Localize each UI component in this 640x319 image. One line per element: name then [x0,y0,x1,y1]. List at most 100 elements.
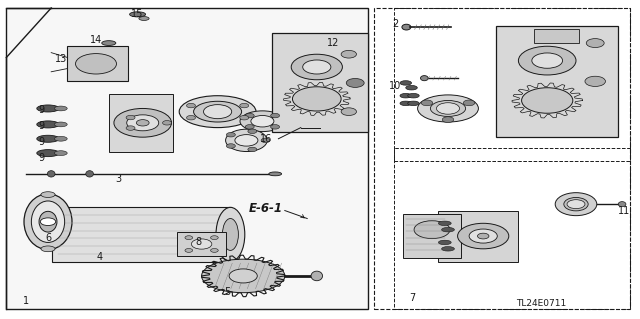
Circle shape [211,249,218,252]
Text: 15: 15 [131,9,144,19]
Ellipse shape [47,171,55,177]
Bar [6,8,368,309]
Text: 9: 9 [38,121,45,131]
Circle shape [271,113,280,118]
Text: 11: 11 [618,205,630,216]
Text: 5: 5 [224,287,230,297]
Circle shape [204,105,232,119]
Circle shape [186,115,195,120]
Ellipse shape [36,135,60,142]
Bar [394,8,630,161]
Ellipse shape [41,192,55,197]
Text: 1: 1 [22,296,29,307]
Ellipse shape [438,240,451,245]
Ellipse shape [311,271,323,281]
Ellipse shape [202,259,285,293]
Circle shape [248,129,257,133]
Ellipse shape [102,41,116,45]
Circle shape [414,221,450,239]
Circle shape [292,87,341,111]
Ellipse shape [129,12,146,17]
Circle shape [303,60,331,74]
Ellipse shape [54,151,67,156]
Circle shape [126,126,135,130]
Circle shape [586,39,604,48]
Circle shape [251,115,274,127]
Circle shape [40,218,56,226]
Circle shape [518,46,576,75]
Circle shape [346,78,364,87]
Circle shape [235,135,258,146]
Circle shape [211,236,218,240]
Ellipse shape [179,96,256,128]
Circle shape [585,76,605,86]
Circle shape [191,239,212,249]
Text: 9: 9 [38,153,45,163]
Text: 9: 9 [38,105,45,115]
Text: 8: 8 [195,237,202,248]
Ellipse shape [54,137,67,141]
Text: E-6-1: E-6-1 [248,203,283,215]
Circle shape [477,233,489,239]
Ellipse shape [39,211,57,232]
Text: 12: 12 [326,38,339,48]
Text: 7: 7 [410,293,416,303]
Ellipse shape [216,207,244,262]
Ellipse shape [564,197,588,211]
Circle shape [240,103,249,108]
Ellipse shape [442,247,454,251]
Circle shape [261,138,270,143]
Ellipse shape [54,106,67,111]
Circle shape [185,249,193,252]
Ellipse shape [400,81,412,85]
Bar [438,211,518,262]
Circle shape [136,120,149,126]
Circle shape [227,132,236,137]
Ellipse shape [139,17,149,20]
Ellipse shape [223,219,238,250]
Ellipse shape [420,76,428,81]
Circle shape [240,115,249,120]
Circle shape [436,103,460,114]
Ellipse shape [226,129,268,152]
Bar [177,232,226,256]
Bar [534,29,579,43]
Ellipse shape [408,101,419,106]
Circle shape [532,53,563,68]
Circle shape [227,144,236,148]
Text: TL24E0711: TL24E0711 [516,299,566,308]
Circle shape [126,115,135,120]
Circle shape [567,200,585,209]
Ellipse shape [418,95,479,122]
Circle shape [186,103,195,108]
Circle shape [291,54,342,80]
Ellipse shape [430,100,466,116]
Ellipse shape [618,202,626,207]
Ellipse shape [400,93,412,98]
Bar [394,148,630,309]
Ellipse shape [31,201,65,242]
Text: 2: 2 [392,19,399,29]
Ellipse shape [36,150,60,157]
Ellipse shape [442,227,454,232]
Text: 3: 3 [115,174,122,184]
Circle shape [469,229,497,243]
Ellipse shape [438,221,451,226]
Ellipse shape [240,111,285,132]
Ellipse shape [402,24,411,30]
Circle shape [248,147,257,152]
Text: 9: 9 [38,137,45,147]
Ellipse shape [54,122,67,127]
Circle shape [229,269,257,283]
Bar [67,46,128,81]
Circle shape [341,50,356,58]
Circle shape [421,100,433,106]
Bar [374,8,630,309]
Circle shape [185,236,193,240]
Circle shape [522,88,573,113]
Bar [109,94,173,152]
Circle shape [114,108,172,137]
Circle shape [127,115,159,131]
Bar [52,207,230,262]
Text: 16: 16 [259,134,272,144]
